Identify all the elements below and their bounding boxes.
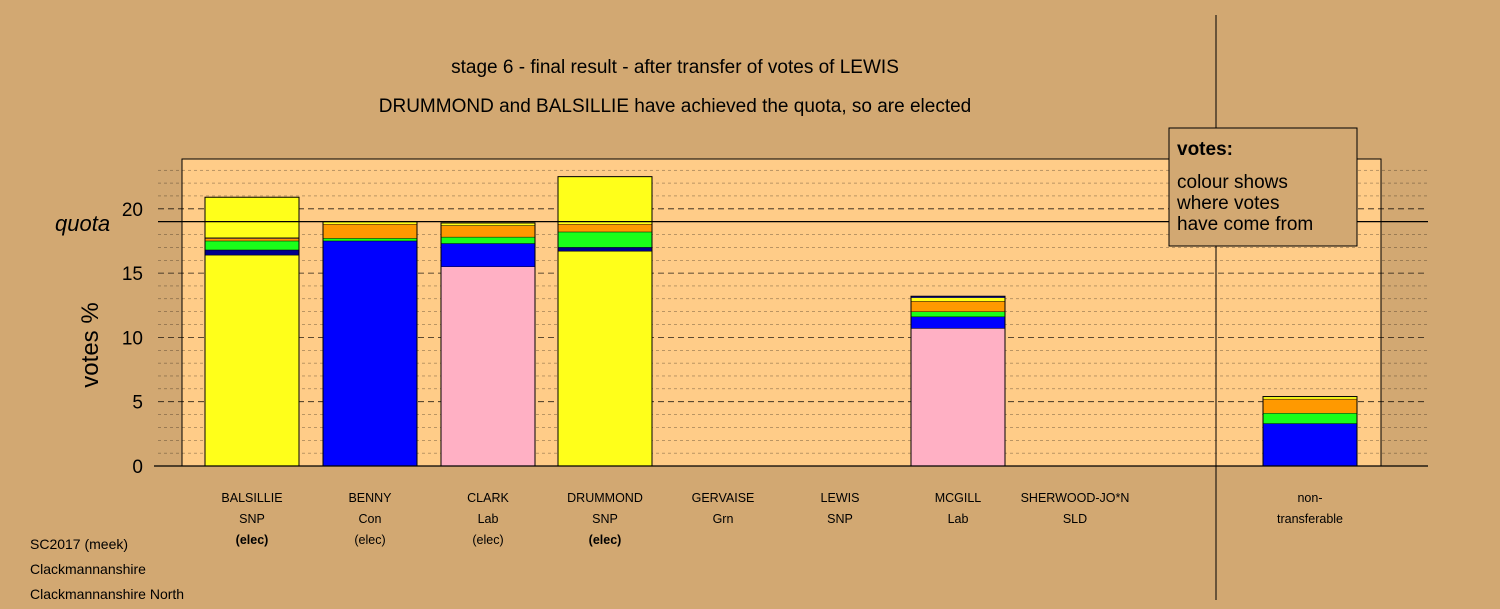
y-tick-label: 5 — [132, 393, 143, 414]
bar-segment — [204, 249, 300, 256]
x-label-party: SNP — [827, 512, 853, 526]
x-label-party: Grn — [713, 512, 734, 526]
x-label-party: transferable — [1277, 512, 1343, 526]
bar-segment — [440, 236, 536, 244]
x-label-name: SHERWOOD-JO*N — [1021, 491, 1130, 505]
legend-title: votes: — [1177, 139, 1233, 160]
bar-segment — [322, 240, 418, 467]
x-label-party: Lab — [478, 512, 499, 526]
bar-segment — [910, 301, 1006, 312]
y-tick-label: 10 — [122, 328, 143, 349]
bar-segment — [557, 247, 653, 252]
x-label-status: (elec) — [236, 533, 269, 547]
x-axis-labels: BALSILLIE SNP (elec) BENNY Con (elec) CLARK Lab… — [221, 491, 1343, 547]
bar-segment — [910, 311, 1006, 318]
legend-line-3: have come from — [1177, 214, 1313, 235]
x-label-status: (elec) — [354, 533, 385, 547]
bar-segment — [204, 238, 300, 242]
x-label-party: Lab — [948, 512, 969, 526]
quota-label: quota — [55, 211, 110, 236]
bar-segment — [557, 251, 653, 467]
x-label-party: SLD — [1063, 512, 1087, 526]
x-label-status: (elec) — [472, 533, 503, 547]
bar-segment — [204, 240, 300, 251]
bar-segment — [1262, 398, 1358, 414]
bar-segment — [910, 297, 1006, 302]
y-axis-label: votes % — [77, 302, 104, 387]
legend-line-1: colour shows — [1177, 172, 1288, 193]
x-label-name: MCGILL — [935, 491, 982, 505]
bars — [204, 176, 1358, 467]
x-label-name: non- — [1297, 491, 1322, 505]
y-tick-label: 0 — [132, 457, 143, 478]
y-tick-label: 20 — [122, 200, 143, 221]
bar-segment — [910, 328, 1006, 467]
x-label-name: LEWIS — [821, 491, 860, 505]
footer-ward: Clackmannanshire North — [30, 586, 185, 602]
x-label-name: BALSILLIE — [221, 491, 282, 505]
y-tick-label: 15 — [122, 264, 143, 285]
bar-segment — [440, 243, 536, 267]
x-label-status: (elec) — [589, 533, 622, 547]
x-label-name: CLARK — [467, 491, 509, 505]
legend: votes: colour shows where votes have com… — [1168, 127, 1358, 247]
bar-segment — [557, 176, 653, 225]
bar-segment — [204, 197, 300, 238]
legend-line-2: where votes — [1176, 193, 1279, 214]
bar-segment — [557, 231, 653, 248]
footer-council: Clackmannanshire — [30, 561, 146, 577]
x-label-name: DRUMMOND — [567, 491, 643, 505]
bar-segment — [910, 316, 1006, 329]
x-label-party: SNP — [239, 512, 265, 526]
x-label-name: BENNY — [348, 491, 392, 505]
bar-segment — [204, 254, 300, 467]
bar-segment — [1262, 413, 1358, 424]
x-label-party: Con — [359, 512, 382, 526]
x-label-party: SNP — [592, 512, 618, 526]
footer-election: SC2017 (meek) — [30, 536, 129, 552]
x-label-name: GERVAISE — [692, 491, 755, 505]
bar-segment — [440, 266, 536, 467]
legend-box — [1168, 127, 1358, 247]
chart-subtitle: DRUMMOND and BALSILLIE have achieved the… — [379, 96, 972, 117]
bar-segment — [322, 224, 418, 239]
bar-segment — [322, 238, 418, 242]
bar-segment — [1262, 423, 1358, 467]
chart-title: stage 6 - final result - after transfer … — [451, 57, 899, 78]
footer: SC2017 (meek) Clackmannanshire Clackmann… — [30, 534, 184, 609]
bar-segment — [440, 225, 536, 238]
bar-segment — [557, 224, 653, 233]
